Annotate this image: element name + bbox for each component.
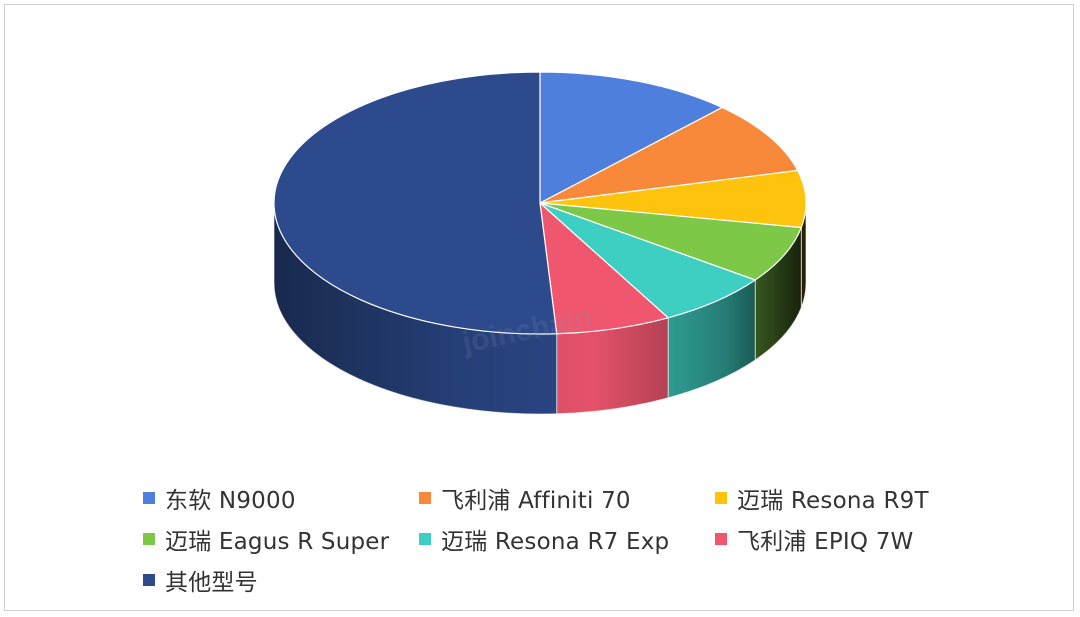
legend-swatch (715, 491, 727, 504)
pie-chart: joinchain (273, 71, 807, 415)
legend-label: 东软 N9000 (165, 487, 296, 514)
legend-row: 其他型号 (143, 559, 943, 600)
legend-label: 迈瑞 Resona R7 Exp (441, 528, 670, 555)
legend: 东软 N9000 飞利浦 Affiniti 70 迈瑞 Resona R9T 迈… (143, 477, 943, 600)
legend-item-mindray-eagus-r-super: 迈瑞 Eagus R Super (143, 518, 419, 559)
legend-label: 迈瑞 Resona R9T (737, 487, 929, 514)
legend-item-philips-epiq-7w: 飞利浦 EPIQ 7W (715, 518, 943, 559)
legend-item-mindray-resona-r9t: 迈瑞 Resona R9T (715, 477, 943, 518)
legend-label: 其他型号 (165, 569, 258, 596)
legend-swatch (419, 491, 431, 504)
legend-item-other-models: 其他型号 (143, 559, 419, 600)
legend-label: 迈瑞 Eagus R Super (165, 528, 390, 555)
pie-slice-5 (539, 202, 757, 319)
legend-item-dongruan-n9000: 东软 N9000 (143, 477, 419, 518)
chart-frame: joinchain 东软 N9000 飞利浦 Affiniti 70 迈瑞 Re… (4, 4, 1074, 611)
legend-swatch (143, 573, 155, 586)
legend-swatch (143, 532, 155, 545)
pie-slice-4 (539, 202, 803, 281)
legend-row: 东软 N9000 飞利浦 Affiniti 70 迈瑞 Resona R9T (143, 477, 943, 518)
pie-slice-3 (539, 169, 807, 229)
pie-slice-6 (539, 201, 670, 335)
legend-swatch (419, 532, 431, 545)
pie-slice-2 (539, 106, 799, 204)
legend-item-philips-affiniti-70: 飞利浦 Affiniti 70 (419, 477, 715, 518)
legend-swatch (715, 532, 727, 545)
legend-label: 飞利浦 EPIQ 7W (737, 528, 914, 555)
legend-row: 迈瑞 Eagus R Super 迈瑞 Resona R7 Exp 飞利浦 EP… (143, 518, 943, 559)
legend-label: 飞利浦 Affiniti 70 (441, 487, 631, 514)
pie-slice-1 (539, 71, 724, 204)
pie-tops (273, 71, 807, 335)
legend-swatch (143, 491, 155, 504)
pie-sides (273, 202, 807, 415)
pie-slice-7 (273, 71, 558, 335)
legend-item-mindray-resona-r7-exp: 迈瑞 Resona R7 Exp (419, 518, 715, 559)
